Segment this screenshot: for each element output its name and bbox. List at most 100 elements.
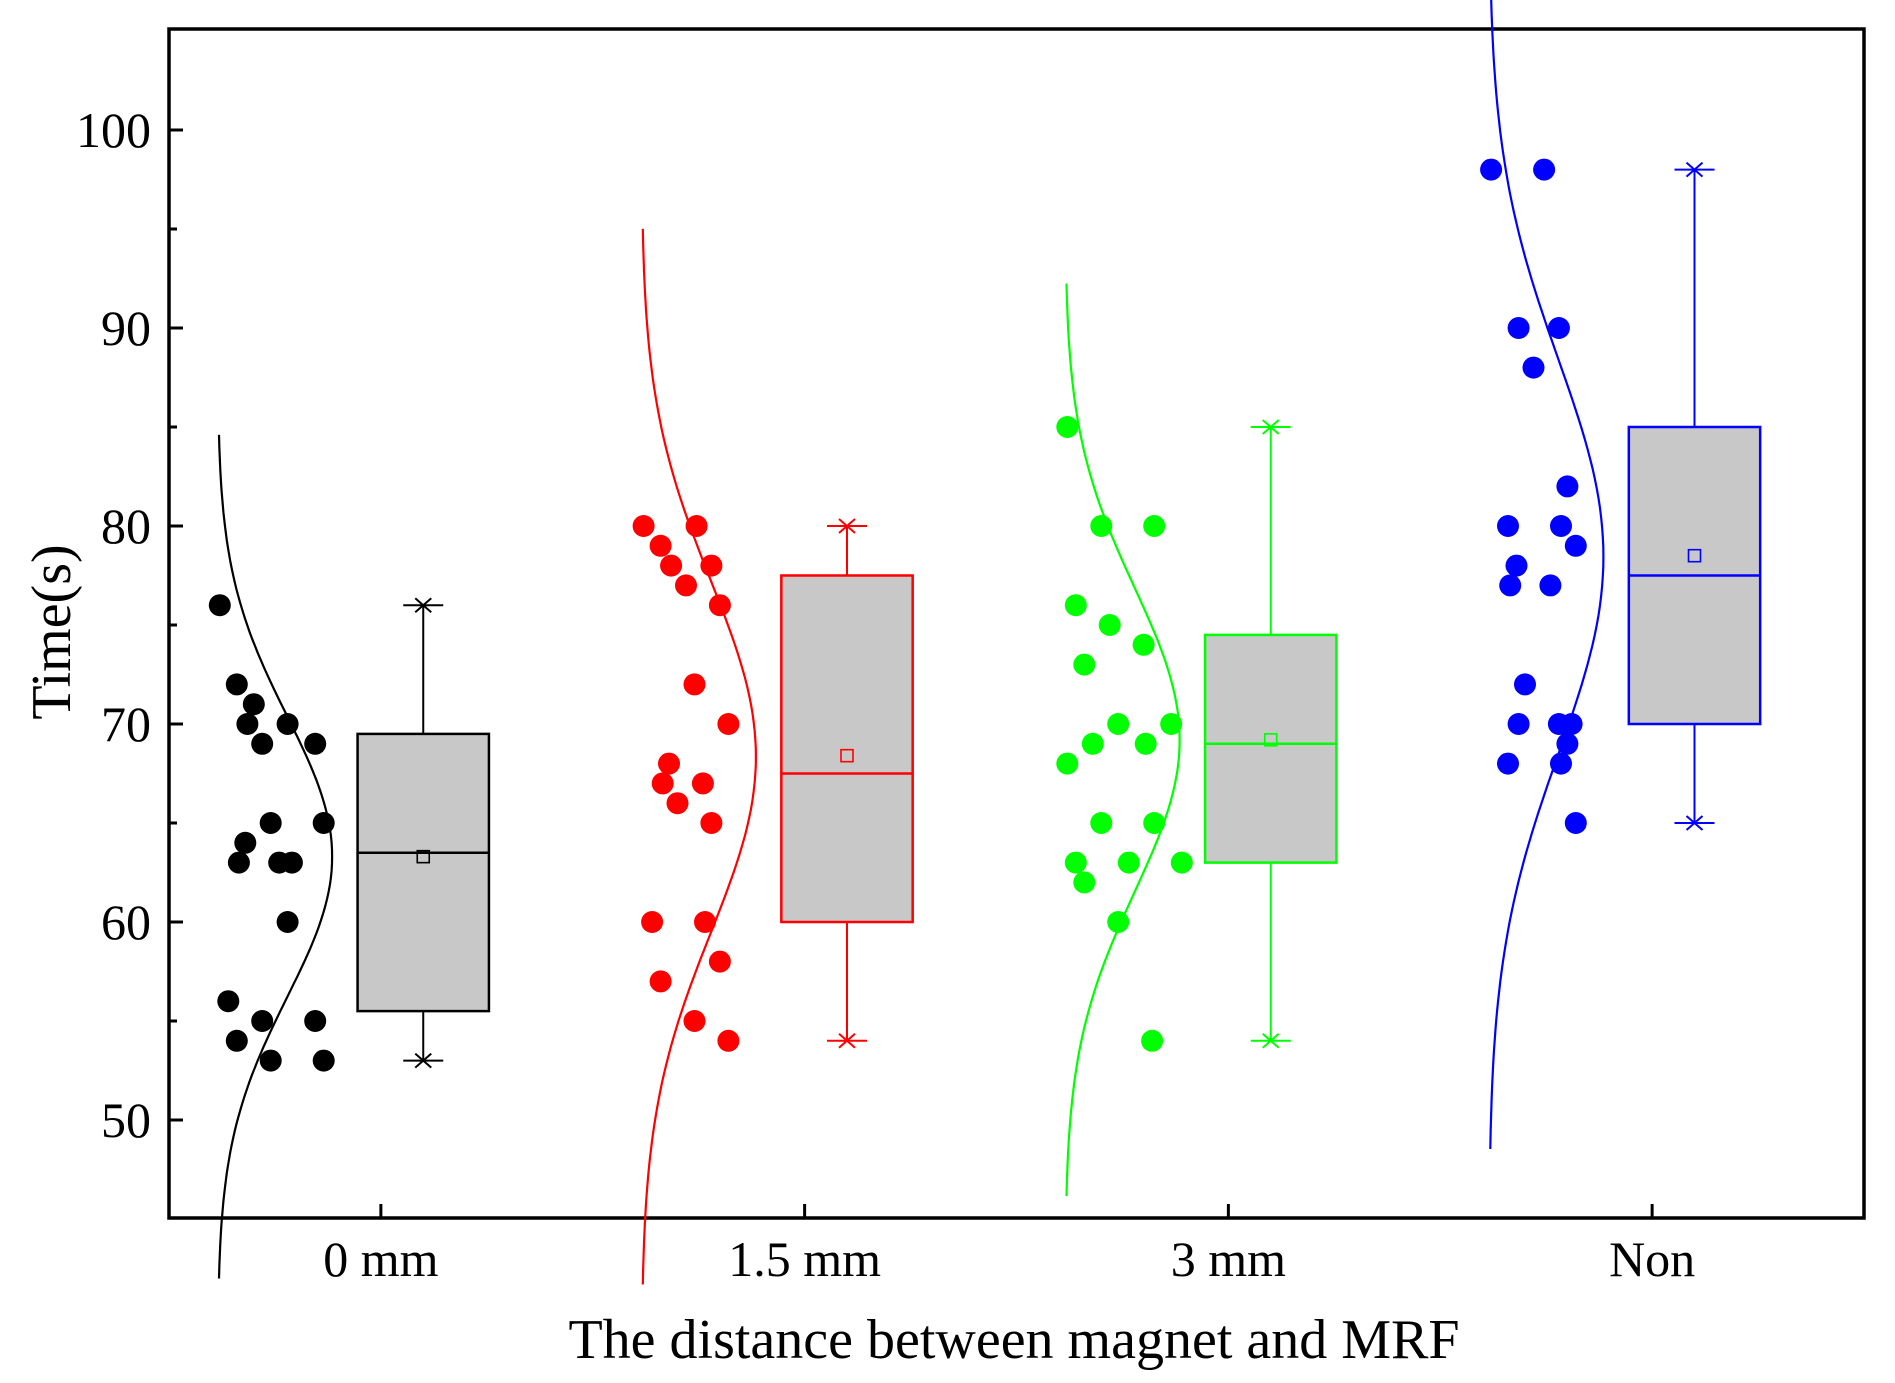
- data-point: [259, 812, 282, 834]
- data-point: [304, 732, 327, 755]
- data-point: [1499, 574, 1522, 597]
- data-point: [1547, 317, 1570, 339]
- data-point: [1564, 812, 1587, 834]
- data-point: [1560, 713, 1583, 735]
- y-tick-label: 50: [101, 1092, 151, 1148]
- distribution-curve: [217, 434, 334, 1279]
- distribution-curve: [641, 228, 758, 1285]
- data-point: [1064, 851, 1087, 874]
- data-point: [225, 1029, 248, 1052]
- data-point: [1056, 416, 1079, 438]
- y-tick-label: 70: [101, 696, 151, 752]
- whisker-cap-high-x: [414, 597, 432, 613]
- data-point: [1507, 713, 1530, 735]
- x-tick-label: Non: [1609, 1231, 1695, 1287]
- data-point: [1056, 752, 1079, 775]
- data-point: [649, 534, 672, 557]
- data-point: [1550, 515, 1572, 537]
- data-point: [660, 554, 683, 577]
- whisker-cap-high-x: [838, 518, 856, 534]
- data-point: [1134, 732, 1157, 755]
- x-tick-label: 0 mm: [323, 1231, 438, 1287]
- data-point: [276, 911, 299, 933]
- data-point: [1132, 633, 1155, 656]
- data-point: [1497, 752, 1519, 775]
- data-point: [700, 554, 723, 577]
- data-point: [259, 1049, 282, 1072]
- data-point: [1090, 515, 1113, 537]
- mean-marker: [1263, 733, 1278, 747]
- data-point: [1497, 515, 1519, 537]
- whisker-cap-low-x: [1685, 815, 1704, 831]
- y-tick-label: 100: [76, 102, 151, 158]
- y-tick-label: 90: [101, 300, 151, 356]
- data-point: [675, 574, 697, 597]
- data-point: [708, 594, 731, 617]
- data-point: [1539, 574, 1562, 597]
- data-point: [666, 792, 689, 815]
- data-point: [1064, 594, 1087, 617]
- data-point: [1505, 554, 1528, 577]
- series-1: [208, 434, 491, 1279]
- data-point: [1141, 1029, 1164, 1052]
- data-point: [1507, 317, 1530, 339]
- distribution-curve: [1065, 283, 1181, 1197]
- y-tick-label: 80: [101, 498, 151, 554]
- data-point: [1090, 812, 1113, 834]
- data-point: [1107, 911, 1130, 933]
- distribution-curve: [1489, 0, 1605, 1150]
- data-point: [700, 812, 723, 834]
- data-point: [685, 515, 708, 537]
- whisker-cap-low-x: [838, 1033, 856, 1049]
- data-point: [1480, 158, 1503, 181]
- y-tick-label: 60: [101, 894, 151, 950]
- x-axis: 0 mm 1.5 mm 3 mm Non: [323, 1204, 1695, 1287]
- mean-marker: [416, 849, 431, 864]
- data-point: [1564, 534, 1587, 557]
- x-tick-label: 1.5 mm: [728, 1231, 881, 1287]
- data-point: [649, 970, 672, 993]
- mean-marker: [840, 748, 854, 763]
- data-point: [717, 713, 740, 735]
- data-point: [1522, 356, 1545, 379]
- y-axis: 50 60 70 80 90 100: [76, 102, 183, 1148]
- data-point: [227, 851, 250, 874]
- data-point: [280, 851, 303, 874]
- data-point: [691, 772, 714, 795]
- data-point: [1160, 713, 1183, 735]
- data-point: [717, 1029, 740, 1052]
- data-point: [1143, 515, 1166, 537]
- whisker-cap-low-x: [414, 1052, 432, 1069]
- data-point: [641, 911, 664, 933]
- data-point: [1117, 851, 1140, 874]
- data-point: [683, 1010, 706, 1032]
- mean-marker: [1687, 548, 1702, 563]
- data-point: [1514, 673, 1536, 696]
- data-point: [708, 950, 731, 973]
- series-2: [632, 228, 914, 1285]
- data-point: [1550, 752, 1572, 775]
- data-point: [251, 732, 274, 755]
- data-point: [1556, 732, 1579, 755]
- data-point: [1081, 732, 1104, 755]
- series-4: [1480, 0, 1762, 1150]
- data-point: [1143, 812, 1166, 834]
- data-point: [217, 990, 240, 1013]
- whisker-cap-high-x: [1685, 161, 1704, 178]
- data-point: [312, 1049, 335, 1072]
- data-point: [236, 713, 259, 735]
- data-point: [242, 693, 265, 716]
- data-point: [1556, 475, 1579, 498]
- data-point: [312, 812, 335, 834]
- box-iqr: [356, 732, 491, 1013]
- data-point: [208, 594, 231, 617]
- y-axis-title: Time(s): [21, 544, 83, 719]
- data-point: [276, 713, 299, 735]
- box-iqr: [1203, 633, 1338, 864]
- whisker-cap-low-x: [1262, 1033, 1280, 1049]
- data-point: [1073, 653, 1096, 676]
- data-point: [1170, 851, 1193, 874]
- data-point: [304, 1010, 327, 1032]
- data-point: [1533, 158, 1556, 181]
